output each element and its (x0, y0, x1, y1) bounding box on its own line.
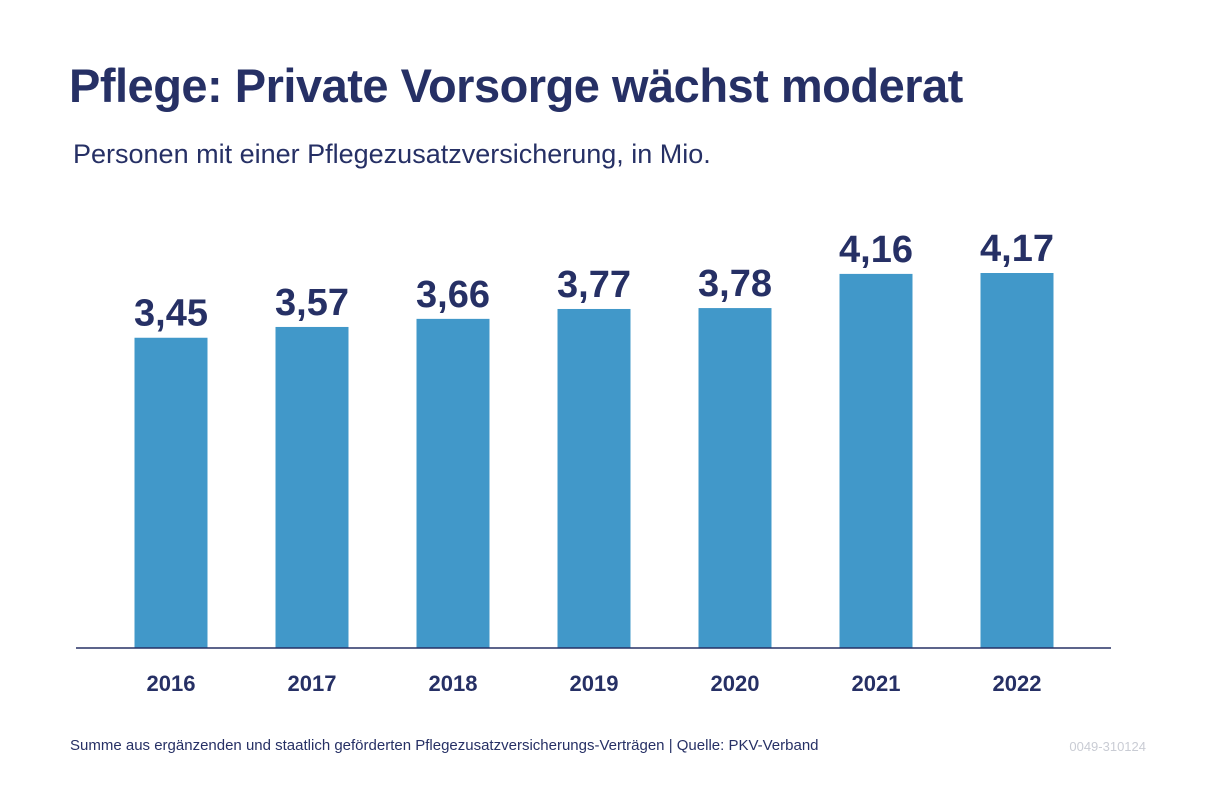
bar-2019 (557, 308, 631, 648)
category-label-2017: 2017 (288, 671, 337, 696)
bar-2022 (980, 273, 1054, 648)
category-label-2021: 2021 (852, 671, 901, 696)
value-labels-group: 3,45 3,57 3,66 3,77 3,78 4,16 4,17 (134, 228, 1054, 335)
value-label-2016: 3,45 (134, 293, 208, 335)
bars-group (134, 273, 1054, 648)
value-label-2018: 3,66 (416, 274, 490, 316)
category-label-2019: 2019 (570, 671, 619, 696)
bar-2021 (839, 273, 913, 648)
bar-2016 (134, 337, 208, 648)
category-label-2018: 2018 (429, 671, 478, 696)
source-footnote: Summe aus ergänzenden und staatlich gefö… (70, 737, 819, 754)
category-labels-group: 2016 2017 2018 2019 2020 2021 2022 (147, 671, 1042, 696)
bar-2018 (416, 318, 490, 648)
value-label-2022: 4,17 (980, 228, 1054, 270)
category-label-2022: 2022 (993, 671, 1042, 696)
value-label-2017: 3,57 (275, 282, 349, 324)
category-label-2016: 2016 (147, 671, 196, 696)
value-label-2021: 4,16 (839, 229, 913, 271)
value-label-2019: 3,77 (557, 264, 631, 306)
chart-title: Pflege: Private Vorsorge wächst moderat (69, 59, 963, 112)
bar-2017 (275, 326, 349, 648)
bar-2020 (698, 308, 772, 648)
graphic-code: 0049-310124 (1069, 739, 1146, 754)
value-label-2020: 3,78 (698, 263, 772, 305)
chart-subtitle: Personen mit einer Pflegezusatzversicher… (73, 139, 711, 169)
category-label-2020: 2020 (711, 671, 760, 696)
